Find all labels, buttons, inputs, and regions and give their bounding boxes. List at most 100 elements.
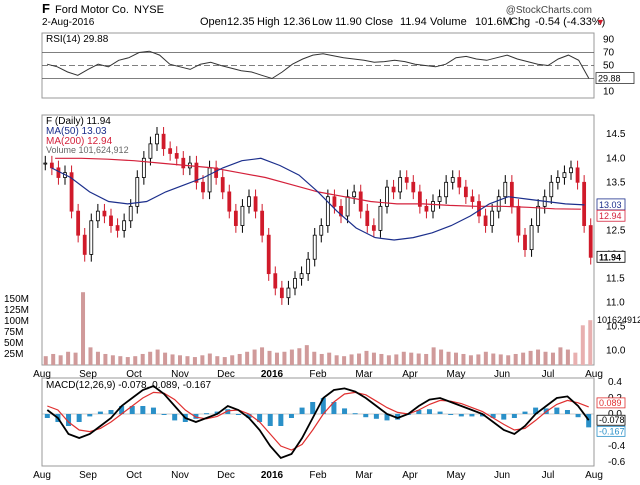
volume-bar <box>51 353 56 365</box>
volume-bar <box>133 356 138 365</box>
candle-body <box>385 186 389 207</box>
candle-body <box>562 172 567 178</box>
macd-histogram-bar <box>257 414 263 422</box>
volume-bar <box>543 351 548 365</box>
macd-histogram-bar <box>511 414 517 418</box>
volume-bar <box>185 356 190 365</box>
macd-histogram-bar <box>150 407 156 414</box>
candle-body <box>201 181 205 193</box>
candle-body <box>82 234 87 255</box>
candle-body <box>555 177 560 183</box>
volume-bar <box>536 349 541 365</box>
volume-bar <box>304 345 309 365</box>
candle-body <box>431 201 435 212</box>
volume-bar <box>282 351 287 365</box>
volume-bar <box>192 357 197 365</box>
candle-body <box>299 273 304 279</box>
price-legend-ma200: MA(200) 12.94 <box>46 136 113 147</box>
price-legend-volume: Volume 101,624,912 <box>46 145 129 155</box>
candle-body <box>279 287 284 299</box>
volume-bar <box>558 347 563 365</box>
candle-body <box>575 167 580 183</box>
macd-histogram-bar <box>299 407 305 414</box>
high-label: High <box>257 16 280 28</box>
macd-histogram-bar <box>469 414 475 417</box>
candle-body <box>155 133 159 145</box>
volume-bar <box>476 354 481 365</box>
candle-body <box>339 205 343 217</box>
macd-x-label: May <box>447 470 466 481</box>
price-tick-label: 14.5 <box>606 129 626 140</box>
price-tick-label: 12.5 <box>606 225 626 236</box>
macd-histogram-bar <box>564 410 570 414</box>
volume-bar <box>588 320 593 365</box>
candle-body <box>490 210 495 226</box>
price-x-label: Feb <box>309 369 327 380</box>
macd-histogram-bar <box>129 406 135 414</box>
volume-bar <box>207 353 212 365</box>
volume-bar <box>237 353 242 365</box>
macd-histogram-bar <box>352 413 358 415</box>
macd-x-label: Dec <box>217 470 235 481</box>
chart-date: 2-Aug-2016 <box>42 17 95 28</box>
price-panel <box>41 114 595 366</box>
volume-bar <box>483 351 488 365</box>
volume-bar <box>327 352 332 365</box>
volume-bar <box>386 355 391 365</box>
price-x-label: Mar <box>355 369 373 380</box>
candle-body <box>378 205 383 231</box>
volume-bar <box>267 350 272 365</box>
candle-body <box>477 201 481 217</box>
candle-body <box>181 157 186 169</box>
volume-bar <box>439 349 444 365</box>
price-tick-label: 10.5 <box>606 322 626 333</box>
candle-body <box>358 191 363 212</box>
macd-histogram-bar <box>395 414 401 420</box>
close-label: Close <box>365 16 393 28</box>
candle-body <box>582 181 587 226</box>
candle-body <box>417 191 422 207</box>
volume-tick-label: 75M <box>4 327 23 338</box>
candle-body <box>161 133 166 150</box>
price-x-label: May <box>447 369 466 380</box>
rsi-line <box>46 50 590 80</box>
macd-tag-label-signal: 0.089 <box>599 398 622 408</box>
macd-x-label: 2016 <box>261 470 284 481</box>
candle-body <box>365 210 370 226</box>
macd-x-label: Nov <box>171 470 189 481</box>
macd-histogram-bar <box>278 414 284 426</box>
volume-bar <box>88 347 93 365</box>
candle-body <box>286 287 291 299</box>
price-x-label: Dec <box>217 369 235 380</box>
rsi-tick-label: 70 <box>603 48 615 59</box>
volume-tick-label: 125M <box>4 305 29 316</box>
rsi-tick-label: 50 <box>603 61 615 72</box>
volume-bar <box>521 352 526 365</box>
candle-body <box>345 196 350 217</box>
ma50-line <box>51 157 585 241</box>
macd-histogram-bar <box>448 414 454 415</box>
volume-bar <box>58 355 63 365</box>
price-x-label: 2016 <box>261 369 284 380</box>
macd-tag-histogram <box>596 425 626 437</box>
macd-histogram-bar <box>76 414 82 422</box>
open-label: Open <box>200 16 227 28</box>
volume-value: 101.6M <box>475 16 512 28</box>
candle-body <box>214 167 219 178</box>
macd-histogram-bar <box>246 414 252 418</box>
macd-histogram-bar <box>586 414 592 428</box>
candle-body <box>174 153 179 159</box>
macd-tick-label: -0.6 <box>608 457 626 468</box>
macd-histogram-bar <box>193 414 199 419</box>
macd-x-label: Feb <box>309 470 327 481</box>
price-tag-label-close: 11.94 <box>599 252 621 262</box>
volume-bar <box>170 354 175 365</box>
volume-bar <box>334 355 339 365</box>
price-x-label: Jul <box>542 369 555 380</box>
volume-bar <box>431 347 436 365</box>
candle-body <box>371 225 376 231</box>
rsi-tick-label: 10 <box>603 87 615 98</box>
candle-body <box>306 258 311 275</box>
volume-tick-label: 100M <box>4 316 29 327</box>
